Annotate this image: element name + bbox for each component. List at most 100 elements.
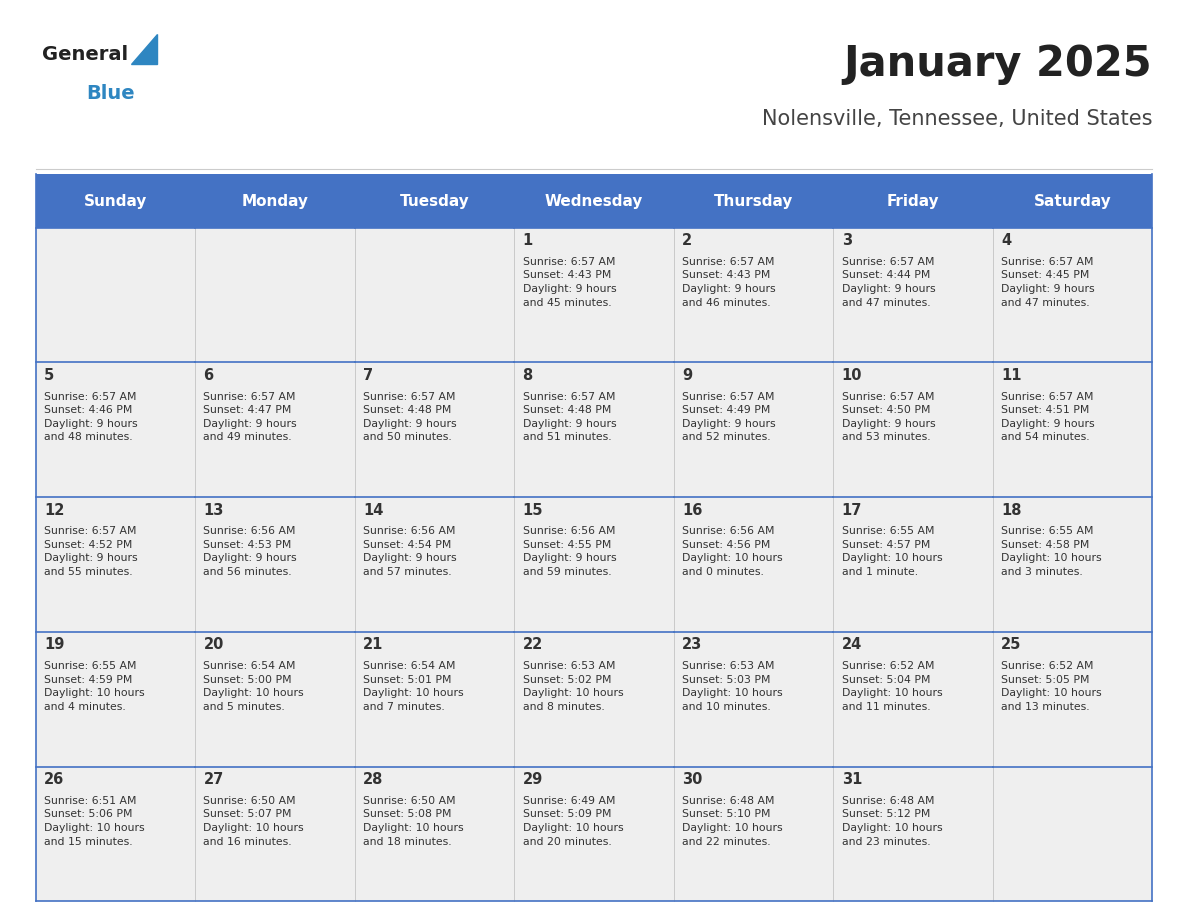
- Text: Daylight: 10 hours: Daylight: 10 hours: [523, 688, 624, 699]
- Text: Sunrise: 6:57 AM: Sunrise: 6:57 AM: [523, 257, 615, 267]
- Text: 7: 7: [364, 368, 373, 383]
- Text: Sunrise: 6:57 AM: Sunrise: 6:57 AM: [841, 392, 934, 402]
- Text: and 50 minutes.: and 50 minutes.: [364, 432, 451, 442]
- Bar: [355, 228, 514, 363]
- Bar: [833, 174, 993, 228]
- Bar: [355, 498, 514, 632]
- Text: Sunrise: 6:57 AM: Sunrise: 6:57 AM: [1001, 257, 1094, 267]
- Text: Sunrise: 6:57 AM: Sunrise: 6:57 AM: [44, 392, 137, 402]
- Text: and 13 minutes.: and 13 minutes.: [1001, 701, 1089, 711]
- Bar: [36, 632, 195, 767]
- Text: Monday: Monday: [241, 194, 309, 208]
- Text: Sunset: 4:45 PM: Sunset: 4:45 PM: [1001, 271, 1089, 280]
- Text: Sunset: 5:05 PM: Sunset: 5:05 PM: [1001, 675, 1089, 685]
- Bar: [833, 632, 993, 767]
- Text: and 45 minutes.: and 45 minutes.: [523, 297, 611, 308]
- Text: Daylight: 9 hours: Daylight: 9 hours: [682, 284, 776, 294]
- Text: Sunset: 5:04 PM: Sunset: 5:04 PM: [841, 675, 930, 685]
- Text: and 4 minutes.: and 4 minutes.: [44, 701, 126, 711]
- Text: and 54 minutes.: and 54 minutes.: [1001, 432, 1089, 442]
- Text: Daylight: 9 hours: Daylight: 9 hours: [523, 284, 617, 294]
- Text: Daylight: 10 hours: Daylight: 10 hours: [841, 554, 942, 564]
- Text: Sunset: 5:08 PM: Sunset: 5:08 PM: [364, 810, 451, 820]
- Text: Sunrise: 6:56 AM: Sunrise: 6:56 AM: [523, 526, 615, 536]
- Text: Daylight: 10 hours: Daylight: 10 hours: [682, 688, 783, 699]
- Text: 28: 28: [364, 772, 384, 788]
- Bar: [514, 174, 674, 228]
- Text: January 2025: January 2025: [843, 43, 1152, 85]
- Bar: [355, 632, 514, 767]
- Text: Sunrise: 6:57 AM: Sunrise: 6:57 AM: [523, 392, 615, 402]
- Text: Daylight: 9 hours: Daylight: 9 hours: [203, 419, 297, 429]
- Bar: [355, 174, 514, 228]
- Text: and 46 minutes.: and 46 minutes.: [682, 297, 771, 308]
- Text: 13: 13: [203, 503, 223, 518]
- Text: Sunrise: 6:57 AM: Sunrise: 6:57 AM: [203, 392, 296, 402]
- Text: Sunset: 5:07 PM: Sunset: 5:07 PM: [203, 810, 292, 820]
- Text: and 53 minutes.: and 53 minutes.: [841, 432, 930, 442]
- Text: 23: 23: [682, 637, 702, 653]
- Text: Daylight: 10 hours: Daylight: 10 hours: [1001, 688, 1101, 699]
- Text: Sunset: 4:50 PM: Sunset: 4:50 PM: [841, 405, 930, 415]
- Text: 20: 20: [203, 637, 223, 653]
- Text: and 55 minutes.: and 55 minutes.: [44, 567, 133, 577]
- Text: and 22 minutes.: and 22 minutes.: [682, 836, 771, 846]
- Text: and 49 minutes.: and 49 minutes.: [203, 432, 292, 442]
- Bar: [355, 363, 514, 498]
- Text: Tuesday: Tuesday: [399, 194, 469, 208]
- Text: and 59 minutes.: and 59 minutes.: [523, 567, 611, 577]
- Bar: [195, 632, 355, 767]
- Text: Daylight: 10 hours: Daylight: 10 hours: [203, 688, 304, 699]
- Text: Sunrise: 6:57 AM: Sunrise: 6:57 AM: [841, 257, 934, 267]
- Text: Sunset: 4:53 PM: Sunset: 4:53 PM: [203, 540, 292, 550]
- Text: Sunrise: 6:52 AM: Sunrise: 6:52 AM: [1001, 661, 1094, 671]
- Text: 14: 14: [364, 503, 384, 518]
- Text: 9: 9: [682, 368, 693, 383]
- Text: Sunset: 4:55 PM: Sunset: 4:55 PM: [523, 540, 611, 550]
- Text: 29: 29: [523, 772, 543, 788]
- Text: Sunset: 4:49 PM: Sunset: 4:49 PM: [682, 405, 771, 415]
- Text: 6: 6: [203, 368, 214, 383]
- Text: 8: 8: [523, 368, 532, 383]
- Text: 30: 30: [682, 772, 702, 788]
- Bar: [833, 363, 993, 498]
- Text: Sunrise: 6:49 AM: Sunrise: 6:49 AM: [523, 796, 615, 806]
- Text: and 1 minute.: and 1 minute.: [841, 567, 918, 577]
- Text: Sunset: 4:48 PM: Sunset: 4:48 PM: [523, 405, 611, 415]
- Text: Daylight: 10 hours: Daylight: 10 hours: [523, 823, 624, 833]
- Text: and 11 minutes.: and 11 minutes.: [841, 701, 930, 711]
- Text: and 47 minutes.: and 47 minutes.: [841, 297, 930, 308]
- Text: Sunrise: 6:54 AM: Sunrise: 6:54 AM: [203, 661, 296, 671]
- Text: Daylight: 9 hours: Daylight: 9 hours: [1001, 419, 1095, 429]
- Bar: [514, 767, 674, 901]
- Text: and 48 minutes.: and 48 minutes.: [44, 432, 133, 442]
- Text: Sunrise: 6:57 AM: Sunrise: 6:57 AM: [682, 257, 775, 267]
- Bar: [674, 228, 833, 363]
- Text: and 0 minutes.: and 0 minutes.: [682, 567, 764, 577]
- Text: Sunset: 4:43 PM: Sunset: 4:43 PM: [523, 271, 611, 280]
- Text: Sunrise: 6:57 AM: Sunrise: 6:57 AM: [44, 526, 137, 536]
- Bar: [993, 174, 1152, 228]
- Text: Daylight: 10 hours: Daylight: 10 hours: [44, 823, 145, 833]
- Text: 18: 18: [1001, 503, 1022, 518]
- Bar: [993, 767, 1152, 901]
- Text: 17: 17: [841, 503, 862, 518]
- Text: Sunrise: 6:53 AM: Sunrise: 6:53 AM: [682, 661, 775, 671]
- Text: Nolensville, Tennessee, United States: Nolensville, Tennessee, United States: [762, 109, 1152, 129]
- Text: and 47 minutes.: and 47 minutes.: [1001, 297, 1089, 308]
- Bar: [674, 174, 833, 228]
- Bar: [993, 228, 1152, 363]
- Bar: [674, 363, 833, 498]
- Text: Sunrise: 6:55 AM: Sunrise: 6:55 AM: [44, 661, 137, 671]
- Text: and 52 minutes.: and 52 minutes.: [682, 432, 771, 442]
- Text: 19: 19: [44, 637, 64, 653]
- Text: General: General: [42, 45, 127, 64]
- Text: Sunrise: 6:52 AM: Sunrise: 6:52 AM: [841, 661, 934, 671]
- Text: Sunset: 4:43 PM: Sunset: 4:43 PM: [682, 271, 771, 280]
- Text: 11: 11: [1001, 368, 1022, 383]
- Text: 22: 22: [523, 637, 543, 653]
- Text: and 18 minutes.: and 18 minutes.: [364, 836, 451, 846]
- Text: and 16 minutes.: and 16 minutes.: [203, 836, 292, 846]
- Text: 21: 21: [364, 637, 384, 653]
- Text: Sunrise: 6:55 AM: Sunrise: 6:55 AM: [1001, 526, 1094, 536]
